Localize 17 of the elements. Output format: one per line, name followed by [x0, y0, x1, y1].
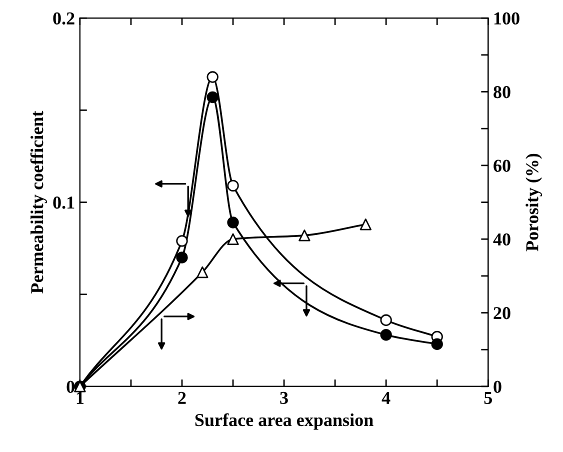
- y2-axis-title: Porosity (%): [526, 154, 542, 252]
- x-tick-label: 2: [178, 392, 186, 404]
- y2-tick-label: 100: [494, 12, 520, 25]
- x-tick-label: 3: [280, 392, 288, 404]
- y2-tick-label: 60: [494, 160, 510, 172]
- y2-tick-label: 40: [493, 233, 510, 246]
- y2-tick-label: 0: [494, 380, 502, 393]
- y-tick-label: 0.2: [53, 12, 74, 25]
- y-tick-label: 0.1: [53, 196, 74, 209]
- x-axis-title: Surface area expansion: [195, 413, 374, 430]
- y-axis-title: Permeability coefficient: [30, 110, 47, 294]
- y2-tick-label: 80: [494, 86, 510, 98]
- y2-tick-label: 20: [494, 307, 510, 320]
- x-tick-label: 4: [382, 392, 390, 404]
- x-tick-label: 1: [76, 392, 84, 404]
- x-tick-label: 5: [484, 392, 492, 404]
- y-tick-label: 0: [66, 380, 74, 393]
